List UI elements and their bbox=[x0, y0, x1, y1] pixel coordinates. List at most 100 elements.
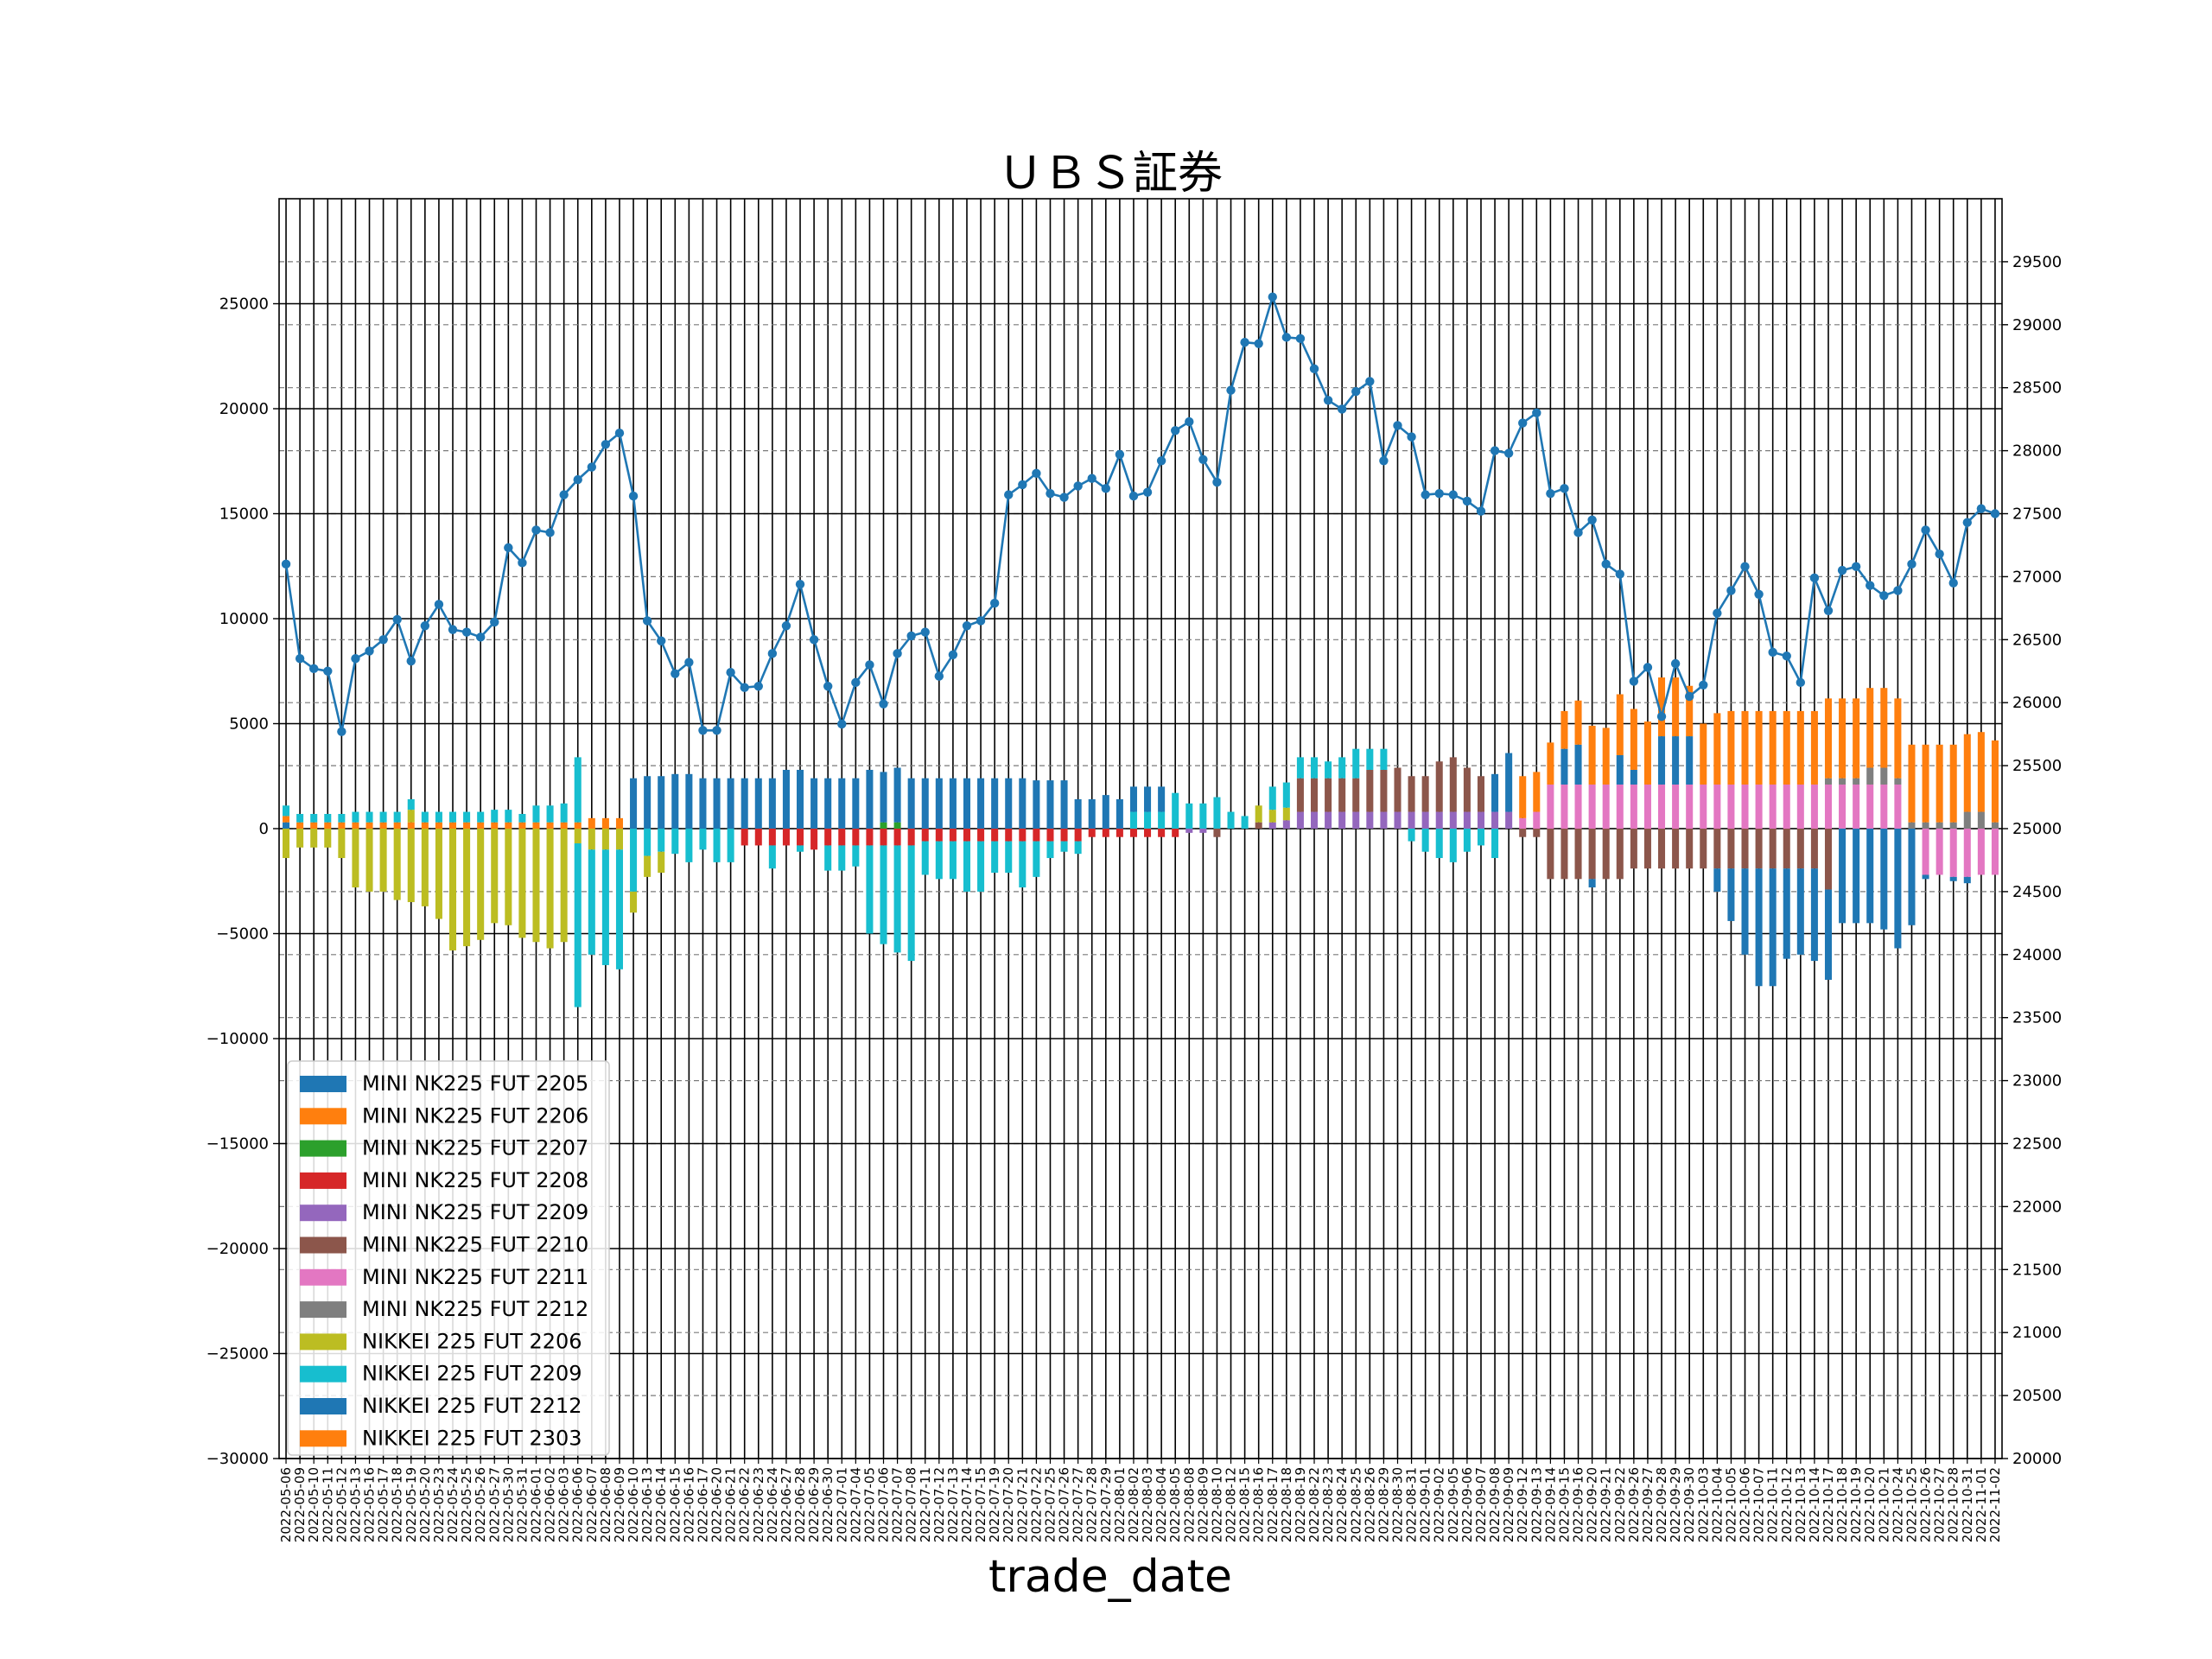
bar-segment bbox=[1922, 829, 1929, 875]
bar-segment bbox=[1408, 776, 1415, 812]
bar-segment bbox=[407, 829, 415, 903]
bar-segment bbox=[685, 829, 693, 862]
price-point bbox=[1546, 488, 1555, 499]
price-point bbox=[795, 579, 805, 589]
bar-segment bbox=[963, 778, 971, 829]
x-tick-label: 2022-10-19 bbox=[1848, 1467, 1864, 1542]
x-tick-label: 2022-09-26 bbox=[1626, 1467, 1642, 1542]
bar-segment bbox=[574, 829, 582, 844]
bar-segment bbox=[1853, 778, 1860, 785]
y2-tick-label: 28500 bbox=[2012, 379, 2062, 397]
bar-segment bbox=[477, 811, 485, 823]
price-point bbox=[1573, 528, 1583, 537]
bar-segment bbox=[532, 822, 540, 829]
bar-segment bbox=[1755, 784, 1763, 829]
price-point bbox=[351, 653, 360, 664]
bar-segment bbox=[283, 822, 290, 829]
bar-segment bbox=[283, 816, 290, 823]
y-tick-label: 0 bbox=[259, 820, 269, 838]
x-tick-label: 2022-07-22 bbox=[1028, 1467, 1044, 1542]
x-tick-label: 2022-07-06 bbox=[876, 1467, 892, 1542]
price-point bbox=[490, 617, 499, 627]
x-tick-label: 2022-09-28 bbox=[1654, 1467, 1669, 1542]
x-tick-label: 2022-08-16 bbox=[1251, 1467, 1267, 1542]
x-tick-label: 2022-08-22 bbox=[1306, 1467, 1322, 1542]
x-tick-label: 2022-07-08 bbox=[904, 1467, 919, 1542]
bar-segment bbox=[1296, 778, 1304, 812]
bar-segment bbox=[1824, 889, 1833, 980]
bar-segment bbox=[560, 829, 568, 943]
price-point bbox=[1448, 490, 1459, 499]
bar-segment bbox=[1769, 829, 1777, 869]
bar-segment bbox=[893, 822, 901, 829]
bar-segment bbox=[1963, 829, 1971, 877]
bar-segment bbox=[1033, 829, 1040, 842]
price-point bbox=[1004, 490, 1014, 499]
x-tick-label: 2022-05-09 bbox=[292, 1467, 308, 1542]
bar-segment bbox=[324, 822, 332, 829]
x-tick-label: 2022-05-12 bbox=[334, 1467, 349, 1542]
price-point bbox=[1670, 658, 1681, 669]
price-point bbox=[1365, 377, 1375, 386]
x-tick-label: 2022-08-12 bbox=[1224, 1467, 1239, 1542]
x-tick-label: 2022-08-18 bbox=[1279, 1467, 1294, 1542]
bar-segment bbox=[421, 822, 429, 829]
bar-segment bbox=[949, 841, 957, 880]
bar-segment bbox=[630, 778, 638, 829]
bar-segment bbox=[685, 773, 693, 829]
price-point bbox=[726, 668, 735, 677]
bar-segment bbox=[1533, 811, 1541, 829]
bar-segment bbox=[505, 810, 512, 823]
price-point bbox=[1171, 426, 1180, 435]
x-tick-label: 2022-09-06 bbox=[1459, 1467, 1475, 1542]
price-point bbox=[1990, 509, 2000, 518]
x-tick-label: 2022-05-11 bbox=[320, 1467, 335, 1542]
bar-segment bbox=[352, 822, 359, 829]
bar-segment bbox=[338, 822, 346, 829]
bar-segment bbox=[1630, 769, 1637, 785]
bar-segment bbox=[768, 778, 776, 829]
x-tick-label: 2022-09-22 bbox=[1612, 1467, 1628, 1542]
bar-segment bbox=[921, 841, 929, 875]
x-tick-label: 2022-05-31 bbox=[514, 1467, 530, 1542]
x-tick-label: 2022-05-26 bbox=[473, 1467, 488, 1542]
bar-segment bbox=[768, 845, 776, 869]
bar-segment bbox=[1658, 784, 1666, 829]
price-point bbox=[1101, 484, 1110, 493]
bar-segment bbox=[977, 778, 985, 829]
x-tick-label: 2022-08-24 bbox=[1334, 1467, 1350, 1542]
bar-segment bbox=[699, 829, 707, 850]
x-tick-label: 2022-10-03 bbox=[1695, 1467, 1711, 1542]
bar-segment bbox=[1630, 784, 1637, 829]
bar-segment bbox=[1894, 698, 1902, 779]
bar-segment bbox=[324, 813, 332, 823]
bar-segment bbox=[283, 829, 290, 859]
y2-tick-label: 20000 bbox=[2012, 1450, 2062, 1468]
bar-segment bbox=[1866, 688, 1874, 768]
x-tick-label: 2022-11-02 bbox=[1987, 1467, 2003, 1542]
bar-segment bbox=[1435, 761, 1443, 812]
bar-segment bbox=[1686, 784, 1694, 829]
bar-segment bbox=[1588, 784, 1596, 829]
bar-segment bbox=[1783, 829, 1790, 869]
bar-segment bbox=[1338, 757, 1346, 779]
bar-segment bbox=[1547, 742, 1554, 785]
price-point bbox=[948, 650, 958, 659]
price-point bbox=[1476, 506, 1486, 516]
bar-segment bbox=[1380, 769, 1388, 812]
bar-segment bbox=[1574, 829, 1582, 880]
bar-segment bbox=[893, 845, 901, 953]
bar-segment bbox=[1463, 811, 1471, 829]
y-tick-label: −10000 bbox=[207, 1030, 269, 1048]
price-point bbox=[1393, 421, 1402, 430]
bar-segment bbox=[1922, 874, 1929, 880]
price-point bbox=[712, 726, 721, 735]
price-line bbox=[281, 292, 2000, 736]
bar-segment bbox=[977, 829, 985, 842]
price-point bbox=[1643, 663, 1653, 672]
bar-segment bbox=[1700, 829, 1707, 869]
bar-segment bbox=[1727, 784, 1735, 829]
x-tick-label: 2022-06-09 bbox=[612, 1467, 627, 1542]
x-tick-label: 2022-08-05 bbox=[1167, 1467, 1183, 1542]
bar-segment bbox=[1686, 685, 1694, 737]
